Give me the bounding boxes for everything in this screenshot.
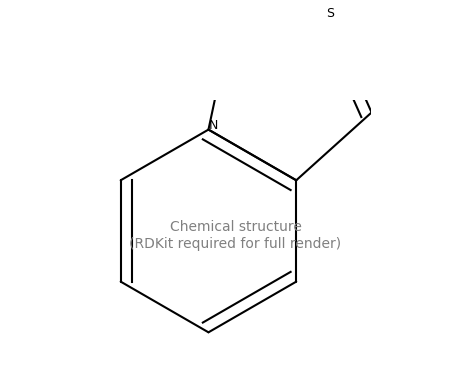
Text: S: S (326, 7, 334, 20)
Text: N: N (208, 119, 218, 132)
Text: Chemical structure
(RDKit required for full render): Chemical structure (RDKit required for f… (130, 220, 341, 251)
